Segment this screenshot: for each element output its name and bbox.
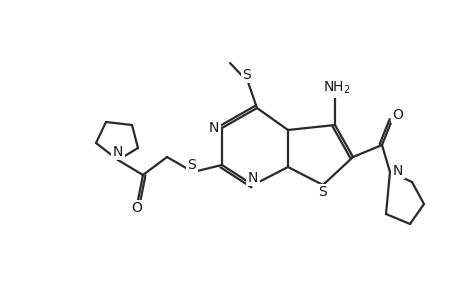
Text: N: N — [112, 145, 123, 159]
Text: O: O — [131, 201, 142, 215]
Text: O: O — [392, 108, 403, 122]
Text: N: N — [208, 121, 218, 135]
Text: S: S — [318, 185, 327, 199]
Text: NH$_2$: NH$_2$ — [323, 80, 350, 96]
Text: N: N — [247, 171, 257, 185]
Text: S: S — [242, 68, 251, 82]
Text: N: N — [392, 164, 402, 178]
Text: S: S — [187, 158, 196, 172]
